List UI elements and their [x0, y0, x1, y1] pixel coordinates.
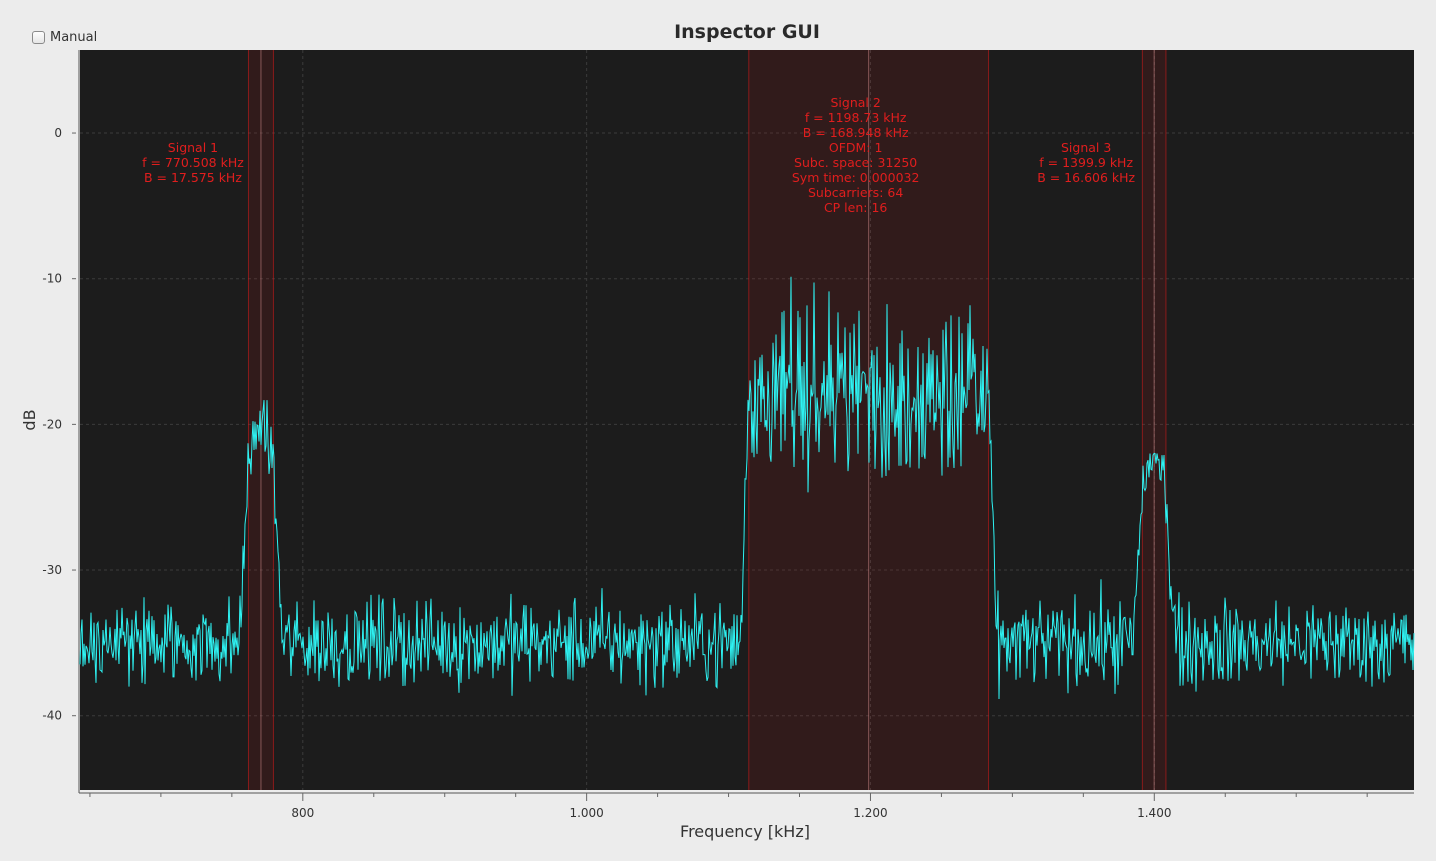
x-tick-label: 1.400 — [1137, 806, 1171, 820]
signal-3-label: f = 1399.9 kHz — [1039, 155, 1133, 170]
y-tick-label: 0 — [54, 126, 62, 140]
signal-1-label: B = 17.575 kHz — [144, 170, 242, 185]
signal-2-label: f = 1198.73 kHz — [805, 110, 907, 125]
x-tick-label: 800 — [291, 806, 314, 820]
checkbox-icon[interactable] — [32, 31, 45, 44]
spectrum-trace — [79, 276, 1415, 700]
y-tick-label: -10 — [42, 272, 62, 286]
x-axis-label: Frequency [kHz] — [680, 822, 810, 841]
y-tick-label: -20 — [42, 417, 62, 431]
y-tick-label: -30 — [42, 563, 62, 577]
signal-3-label: Signal 3 — [1061, 140, 1111, 155]
plot-area[interactable] — [80, 50, 1414, 790]
manual-label: Manual — [50, 30, 98, 45]
manual-checkbox[interactable]: Manual — [32, 30, 97, 45]
signal-2-label: Sym time: 0.000032 — [792, 170, 920, 185]
signal-1-label: f = 770.508 kHz — [142, 155, 244, 170]
chart-title: Inspector GUI — [674, 21, 820, 43]
signal-2-label: CP len: 16 — [824, 200, 887, 215]
x-tick-label: 1.200 — [853, 806, 887, 820]
signal-2-label: Subcarriers: 64 — [808, 185, 903, 200]
signal-2-label: B = 168.948 kHz — [803, 125, 909, 140]
signal-2-label: Subc. space: 31250 — [794, 155, 917, 170]
signal-2-label: Signal 2 — [830, 95, 880, 110]
axes: 0 -10 -20 -30 -40 800 1.000 1.200 1.400 — [42, 50, 1414, 820]
grid — [80, 50, 1414, 790]
x-tick-label: 1.000 — [569, 806, 603, 820]
y-axis-label: dB — [20, 409, 39, 430]
signal-3-label: B = 16.606 kHz — [1037, 170, 1135, 185]
y-tick-label: -40 — [42, 709, 62, 723]
signal-2-label: OFDM: 1 — [829, 140, 883, 155]
signal-1-label: Signal 1 — [168, 140, 218, 155]
